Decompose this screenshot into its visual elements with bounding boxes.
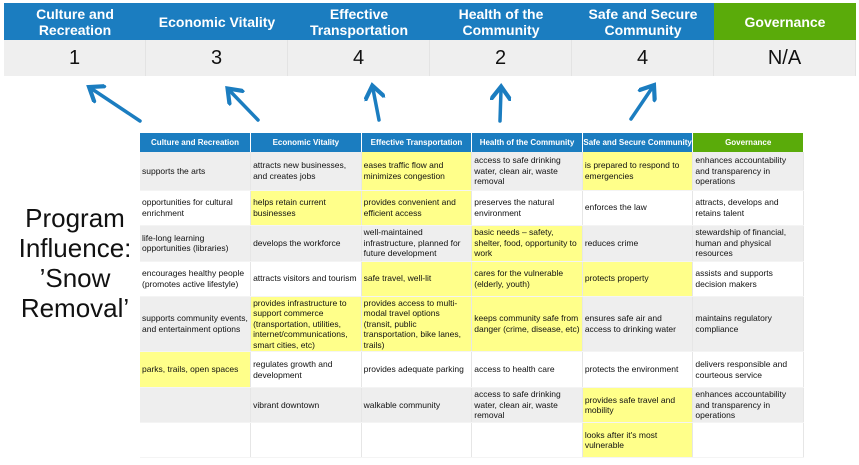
table-cell: delivers responsible and courteous servi… (692, 351, 804, 388)
table-cell: provides infrastructure to support comme… (250, 296, 362, 352)
scorecard-header: Culture and Recreation (4, 3, 146, 40)
table-cell: provides convenient and efficient access (361, 190, 473, 226)
table-cell: attracts, develops and retains talent (692, 190, 804, 226)
table-cell: assists and supports decision makers (692, 261, 804, 297)
arrow-icon (500, 90, 501, 123)
table-cell: provides adequate parking (361, 351, 473, 388)
table-header: Culture and Recreation (140, 133, 252, 152)
table-cell: provides access to multi-modal travel op… (361, 296, 473, 352)
table-cell (692, 422, 804, 458)
table-row: supports community events, and entertain… (140, 296, 804, 352)
table-cell: looks after it's most vulnerable (582, 422, 694, 458)
scorecard-header: Health of the Community (430, 3, 572, 40)
table-header: Effective Transportation (361, 133, 473, 152)
table-cell: keeps community safe from danger (crime,… (471, 296, 583, 352)
scorecard-header: Safe and Secure Community (572, 3, 714, 40)
table-cell: basic needs – safety, shelter, food, opp… (471, 225, 583, 262)
table-cell: walkable community (361, 387, 473, 423)
table-header: Governance (692, 133, 804, 152)
table-row: vibrant downtown walkable community access… (140, 387, 804, 423)
table-cell: well-maintained infrastructure, planned … (361, 225, 473, 262)
table-cell (140, 387, 252, 423)
scorecard: Culture and Recreation 1 Economic Vitality… (4, 3, 856, 76)
table-row: encourages healthy people (promotes acti… (140, 261, 804, 297)
table-cell: regulates growth and development (250, 351, 362, 388)
table-row: supports the arts attracts new businesses… (140, 152, 804, 191)
arrow-icon (373, 89, 379, 122)
scorecard-score: 2 (430, 40, 572, 76)
table-cell: attracts visitors and tourism (250, 261, 362, 297)
table-cell (140, 422, 252, 458)
table-cell: maintains regulatory compliance (692, 296, 804, 352)
table-cell: vibrant downtown (250, 387, 362, 423)
table-cell: is prepared to respond to emergencies (582, 152, 694, 191)
table-cell: protects property (582, 261, 694, 297)
table-cell: enforces the law (582, 190, 694, 226)
table-cell: parks, trails, open spaces (140, 351, 252, 388)
table-cell: attracts new businesses, and creates job… (250, 152, 362, 191)
table-cell (250, 422, 362, 458)
table-cell: enhances accountability and transparency… (692, 387, 804, 423)
table-cell: access to safe drinking water, clean air… (471, 152, 583, 191)
scorecard-header: Economic Vitality (146, 3, 288, 40)
table-cell: eases traffic flow and minimizes congest… (361, 152, 473, 191)
table-cell: enhances accountability and transparency… (692, 152, 804, 191)
table-cell: supports the arts (140, 152, 252, 191)
table-cell: access to safe drinking water, clean air… (471, 387, 583, 423)
scorecard-score: 4 (288, 40, 430, 76)
table-cell (471, 422, 583, 458)
scorecard-score: 3 (146, 40, 288, 76)
scorecard-header: Governance (714, 3, 856, 40)
scorecard-score: 4 (572, 40, 714, 76)
table-row: life-long learning opportunities (librar… (140, 225, 804, 262)
table-header: Economic Vitality (250, 133, 362, 152)
table-cell: ensures safe air and access to drinking … (582, 296, 694, 352)
table-cell: develops the workforce (250, 225, 362, 262)
table-cell: encourages healthy people (promotes acti… (140, 261, 252, 297)
table-cell: protects the environment (582, 351, 694, 388)
table-cell: helps retain current businesses (250, 190, 362, 226)
program-influence-label: Program Influence: ’Snow Removal’ (18, 203, 132, 323)
table-cell: access to health care (471, 351, 583, 388)
influence-table: Culture and Recreation Economic Vitality E… (140, 133, 804, 458)
arrow-icon (629, 88, 652, 121)
table-cell: cares for the vulnerable (elderly, youth… (471, 261, 583, 297)
arrow-icon (230, 91, 260, 122)
table-cell: preserves the natural environment (471, 190, 583, 226)
scorecard-score: 1 (4, 40, 146, 76)
scorecard-score: N/A (714, 40, 856, 76)
table-header: Health of the Community (471, 133, 583, 152)
table-row: parks, trails, open spaces regulates grow… (140, 351, 804, 388)
table-header: Safe and Secure Community (582, 133, 694, 152)
arrow-icon (92, 89, 142, 123)
table-cell: supports community events, and entertain… (140, 296, 252, 352)
scorecard-header: Effective Transportation (288, 3, 430, 40)
table-cell: reduces crime (582, 225, 694, 262)
table-cell: life-long learning opportunities (librar… (140, 225, 252, 262)
table-cell: provides safe travel and mobility (582, 387, 694, 423)
table-cell: opportunities for cultural enrichment (140, 190, 252, 226)
table-cell: stewardship of financial, human and phys… (692, 225, 804, 262)
table-row: opportunities for cultural enrichment hel… (140, 190, 804, 226)
table-cell: safe travel, well-lit (361, 261, 473, 297)
table-row: looks after it's most vulnerable (140, 422, 804, 458)
table-cell (361, 422, 473, 458)
